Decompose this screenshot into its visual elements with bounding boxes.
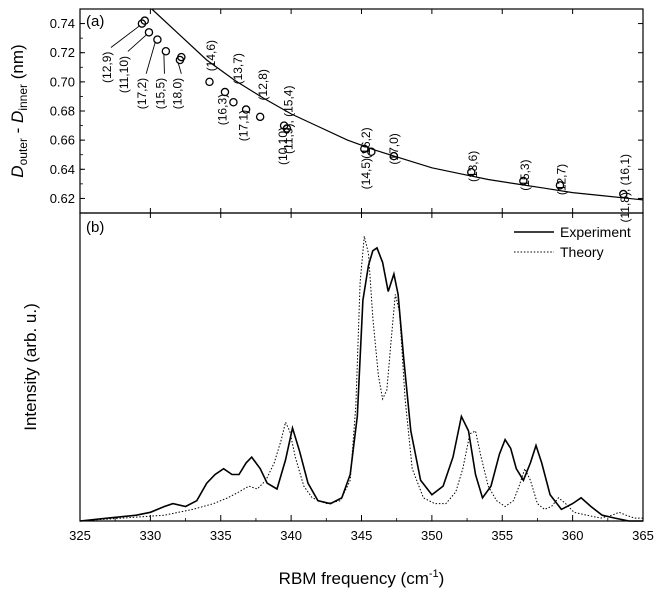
- data-point: [555, 181, 565, 190]
- y-axis-title-part: -: [8, 123, 27, 138]
- chirality-label: (11,8), (16,1): [618, 154, 632, 222]
- chirality-label: (14,6): [204, 40, 218, 71]
- chirality-label: (15,3): [518, 159, 532, 190]
- data-point: [205, 77, 214, 87]
- legend: Experiment Theory: [514, 224, 631, 260]
- data-point: [140, 16, 149, 25]
- panel-a: (12,9) (11,10) (17,2) (15,5) (18,0) (14,6) (16…: [8, 8, 644, 223]
- x-tick-label: 360: [562, 528, 584, 543]
- y-axis-title-part: inner: [16, 84, 30, 111]
- panel-a-x-ticks: [79, 9, 644, 213]
- chirality-label: (12,9): [100, 52, 114, 83]
- data-point: [144, 28, 154, 37]
- y-tick-label: 0.70: [50, 74, 75, 89]
- series-theory-line: [79, 236, 643, 522]
- x-tick-label: 325: [69, 528, 91, 543]
- chirality-label: (12,7): [555, 164, 569, 195]
- x-tick-label: 355: [491, 528, 513, 543]
- data-point: [177, 52, 186, 62]
- chirality-label: (17,2): [135, 78, 149, 109]
- data-point: [467, 167, 476, 177]
- chirality-label: (13,7): [231, 53, 245, 84]
- data-point: [367, 147, 376, 157]
- data-point: [220, 87, 230, 97]
- x-axis-title-sup: -1: [429, 568, 439, 580]
- y-axis-title-part: D: [8, 165, 27, 177]
- y-axis-title-part: (nm): [8, 44, 27, 84]
- data-points: [137, 16, 628, 199]
- y-tick-label: 0.74: [50, 16, 75, 31]
- data-point: [282, 124, 292, 133]
- data-point: [241, 105, 251, 114]
- data-point: [229, 98, 238, 107]
- panel-b-frame: [79, 212, 644, 522]
- y-tick-label: 0.68: [50, 104, 75, 119]
- x-tick-label: 335: [210, 528, 232, 543]
- chirality-label: (13,6): [466, 151, 480, 182]
- fit-curve: [151, 8, 644, 201]
- chirality-label: (10,10): [276, 127, 290, 165]
- panel-a-label: (a): [86, 13, 104, 30]
- legend-label: Theory: [560, 244, 604, 260]
- x-tick-label: 365: [632, 528, 654, 543]
- data-point: [161, 47, 171, 56]
- leader-line: [145, 41, 156, 74]
- y-tick-label: 0.66: [50, 133, 75, 148]
- x-tick-label: 345: [351, 528, 373, 543]
- chirality-label: (11,10): [117, 56, 131, 93]
- chirality-label: (11,9), (15,4): [282, 86, 296, 154]
- x-axis-title-text: RBM frequency (cm: [279, 569, 429, 588]
- legend-label: Experiment: [560, 224, 631, 240]
- chirality-label: (12,8): [256, 69, 270, 100]
- leader-line: [163, 53, 165, 74]
- chirality-label: (16,3): [215, 94, 229, 125]
- x-tick-label: 340: [280, 528, 302, 543]
- annotation-leader-lines: [110, 25, 182, 74]
- panel-b: 325 330 335 340 345 350 355 360 365 (b) Intensit…: [21, 212, 654, 588]
- chirality-label: (14,5): [359, 158, 373, 189]
- chirality-label: (17,0): [387, 133, 401, 164]
- chirality-annotations: (12,9) (11,10) (17,2) (15,5) (18,0) (14,6) (16…: [100, 40, 632, 223]
- panel-b-x-ticks: 325 330 335 340 345 350 355 360 365: [69, 213, 654, 543]
- panel-b-y-axis-title: Intensity (arb. u.): [21, 303, 40, 431]
- data-point: [619, 189, 628, 199]
- chirality-label: (18,0): [170, 78, 184, 109]
- leader-line: [177, 61, 182, 74]
- data-point: [389, 151, 399, 161]
- panel-a-y-axis-title: Douter - Dinner (nm): [8, 44, 30, 177]
- leader-line: [127, 33, 148, 52]
- chirality-label: (17,1): [236, 110, 250, 141]
- y-axis-title-part: outer: [16, 138, 30, 165]
- y-tick-label: 0.64: [50, 162, 75, 177]
- panel-b-label: (b): [86, 219, 104, 236]
- chirality-label: (16,2): [359, 127, 373, 158]
- y-tick-label: 0.62: [50, 191, 75, 206]
- chirality-label: (15,5): [153, 78, 167, 109]
- data-point: [519, 176, 528, 186]
- y-tick-label: 0.72: [50, 45, 75, 60]
- data-point: [360, 144, 369, 154]
- x-tick-label: 330: [140, 528, 162, 543]
- y-axis-title-part: D: [8, 111, 27, 123]
- data-point: [153, 35, 162, 44]
- x-axis-title: RBM frequency (cm-1): [279, 568, 445, 588]
- panel-a-y-ticks: 0.62 0.64 0.66 0.68 0.70 0.72 0.74: [50, 8, 643, 214]
- leader-line: [110, 25, 141, 48]
- series-experiment-line: [79, 246, 643, 522]
- x-axis-title-end: ): [439, 569, 445, 588]
- x-tick-label: 350: [421, 528, 443, 543]
- data-point: [255, 112, 265, 122]
